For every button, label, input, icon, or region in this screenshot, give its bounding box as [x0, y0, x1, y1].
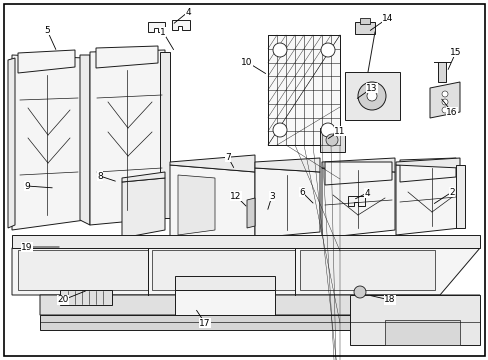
Text: 8: 8: [97, 171, 102, 180]
Polygon shape: [170, 165, 254, 245]
Polygon shape: [395, 158, 459, 168]
Text: 18: 18: [384, 296, 395, 305]
Polygon shape: [122, 178, 164, 238]
Polygon shape: [40, 295, 479, 315]
Polygon shape: [152, 250, 294, 290]
Circle shape: [357, 82, 385, 110]
Text: 9: 9: [24, 181, 30, 190]
Polygon shape: [90, 50, 164, 225]
Polygon shape: [12, 55, 85, 230]
Polygon shape: [80, 55, 90, 225]
Polygon shape: [349, 295, 479, 345]
Polygon shape: [429, 82, 459, 118]
Polygon shape: [122, 172, 164, 182]
Polygon shape: [437, 62, 445, 82]
Circle shape: [441, 91, 447, 97]
Polygon shape: [8, 58, 15, 228]
Polygon shape: [395, 165, 459, 235]
Polygon shape: [40, 315, 479, 330]
Circle shape: [320, 123, 334, 137]
Polygon shape: [455, 165, 464, 228]
Circle shape: [272, 123, 286, 137]
Polygon shape: [60, 290, 112, 305]
Circle shape: [441, 107, 447, 113]
Text: 13: 13: [366, 84, 377, 93]
Circle shape: [353, 286, 365, 298]
Text: 19: 19: [21, 243, 33, 252]
Polygon shape: [96, 46, 158, 68]
Polygon shape: [267, 35, 339, 145]
Text: 5: 5: [44, 26, 50, 35]
Polygon shape: [12, 235, 479, 248]
Circle shape: [320, 43, 334, 57]
Text: 7: 7: [224, 153, 230, 162]
Text: 1: 1: [160, 27, 165, 36]
Text: 14: 14: [382, 14, 393, 23]
Text: 11: 11: [334, 126, 345, 135]
Circle shape: [325, 134, 337, 146]
Polygon shape: [175, 276, 274, 290]
Text: 20: 20: [57, 296, 68, 305]
Polygon shape: [175, 290, 274, 325]
Polygon shape: [160, 52, 170, 218]
Text: 10: 10: [241, 58, 252, 67]
Text: 15: 15: [449, 48, 461, 57]
Text: 3: 3: [268, 192, 274, 201]
Polygon shape: [325, 162, 391, 185]
Polygon shape: [399, 158, 455, 182]
Polygon shape: [321, 158, 394, 172]
Polygon shape: [359, 18, 369, 24]
Polygon shape: [321, 168, 394, 238]
Polygon shape: [254, 168, 319, 238]
Text: 4: 4: [364, 189, 369, 198]
Polygon shape: [299, 250, 434, 290]
Circle shape: [272, 43, 286, 57]
Polygon shape: [345, 72, 399, 120]
Text: 12: 12: [230, 192, 241, 201]
Text: 16: 16: [446, 108, 457, 117]
Polygon shape: [246, 198, 254, 228]
Polygon shape: [347, 196, 364, 206]
Polygon shape: [18, 50, 75, 73]
Circle shape: [366, 91, 376, 101]
Polygon shape: [172, 20, 190, 30]
Text: 6: 6: [299, 188, 304, 197]
Text: 2: 2: [448, 188, 454, 197]
Polygon shape: [148, 22, 164, 32]
Text: 17: 17: [199, 319, 210, 328]
Polygon shape: [319, 128, 345, 152]
Polygon shape: [178, 175, 215, 235]
Polygon shape: [254, 158, 319, 172]
Circle shape: [441, 99, 447, 105]
Polygon shape: [354, 22, 374, 34]
Text: 4: 4: [185, 8, 190, 17]
Polygon shape: [170, 155, 254, 172]
Polygon shape: [18, 250, 148, 290]
Polygon shape: [384, 320, 459, 345]
Polygon shape: [12, 248, 479, 295]
